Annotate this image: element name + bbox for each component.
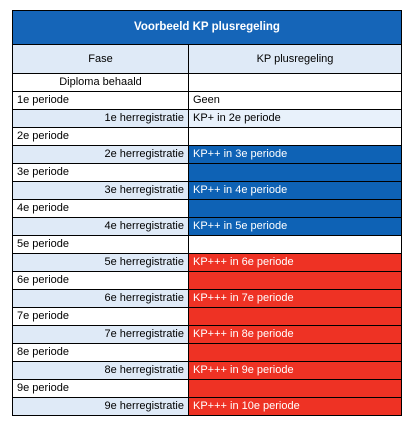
kp-cell: KP+++ in 8e periode — [188, 325, 402, 344]
table-row: 1e periode Geen — [12, 91, 402, 110]
kp-cell: KP++ in 5e periode — [188, 217, 402, 236]
table-body: Voorbeeld KP plusregeling Fase KP plusre… — [12, 10, 402, 416]
fase-cell: 5e periode — [12, 235, 189, 254]
kp-cell — [188, 199, 402, 218]
table-row: 8e herregistratie KP+++ in 9e periode — [12, 361, 402, 380]
table-title: Voorbeeld KP plusregeling — [12, 10, 402, 45]
fase-cell: 2e periode — [12, 127, 189, 146]
table-row: 2e herregistratie KP++ in 3e periode — [12, 145, 402, 164]
kp-cell: KP+++ in 6e periode — [188, 253, 402, 272]
header-kp-plusregeling: KP plusregeling — [188, 44, 402, 74]
fase-cell: 7e periode — [12, 307, 189, 326]
table-row: 5e herregistratie KP+++ in 6e periode — [12, 253, 402, 272]
kp-cell: Geen — [188, 91, 402, 110]
fase-cell: 9e herregistratie — [12, 397, 189, 416]
kp-cell: KP+++ in 7e periode — [188, 289, 402, 308]
fase-cell: 5e herregistratie — [12, 253, 189, 272]
fase-cell: 4e herregistratie — [12, 217, 189, 236]
fase-cell: 3e periode — [12, 163, 189, 182]
table-row: 3e periode — [12, 163, 402, 182]
fase-cell: 3e herregistratie — [12, 181, 189, 200]
fase-cell: 1e periode — [12, 91, 189, 110]
fase-cell: 8e periode — [12, 343, 189, 362]
table-row: Diploma behaald — [12, 73, 402, 92]
kp-cell — [188, 379, 402, 398]
kp-cell: KP+ in 2e periode — [188, 109, 402, 128]
fase-cell: 1e herregistratie — [12, 109, 189, 128]
kp-cell: KP+++ in 10e periode — [188, 397, 402, 416]
kp-cell — [188, 343, 402, 362]
kp-plusregeling-table: Voorbeeld KP plusregeling Fase KP plusre… — [12, 10, 402, 416]
table-row: 7e herregistratie KP+++ in 8e periode — [12, 325, 402, 344]
table-title-row: Voorbeeld KP plusregeling — [12, 10, 402, 45]
fase-cell: 2e herregistratie — [12, 145, 189, 164]
kp-cell — [188, 235, 402, 254]
kp-cell — [188, 73, 402, 92]
table-row: 9e periode — [12, 379, 402, 398]
kp-cell — [188, 307, 402, 326]
header-fase: Fase — [12, 44, 189, 74]
kp-cell — [188, 163, 402, 182]
fase-cell: 9e periode — [12, 379, 189, 398]
fase-cell: Diploma behaald — [12, 73, 189, 92]
table-row: 1e herregistratie KP+ in 2e periode — [12, 109, 402, 128]
kp-cell: KP++ in 3e periode — [188, 145, 402, 164]
fase-cell: 6e periode — [12, 271, 189, 290]
table-row: 7e periode — [12, 307, 402, 326]
kp-cell: KP+++ in 9e periode — [188, 361, 402, 380]
fase-cell: 8e herregistratie — [12, 361, 189, 380]
kp-cell: KP++ in 4e periode — [188, 181, 402, 200]
kp-cell — [188, 127, 402, 146]
table-row: 8e periode — [12, 343, 402, 362]
table-row: 4e herregistratie KP++ in 5e periode — [12, 217, 402, 236]
table-row: 6e periode — [12, 271, 402, 290]
table-row: 9e herregistratie KP+++ in 10e periode — [12, 397, 402, 416]
table-header-row: Fase KP plusregeling — [12, 44, 402, 74]
fase-cell: 6e herregistratie — [12, 289, 189, 308]
fase-cell: 4e periode — [12, 199, 189, 218]
table-row: 5e periode — [12, 235, 402, 254]
table-row: 2e periode — [12, 127, 402, 146]
fase-cell: 7e herregistratie — [12, 325, 189, 344]
table-row: 4e periode — [12, 199, 402, 218]
table-row: 6e herregistratie KP+++ in 7e periode — [12, 289, 402, 308]
kp-cell — [188, 271, 402, 290]
table-row: 3e herregistratie KP++ in 4e periode — [12, 181, 402, 200]
